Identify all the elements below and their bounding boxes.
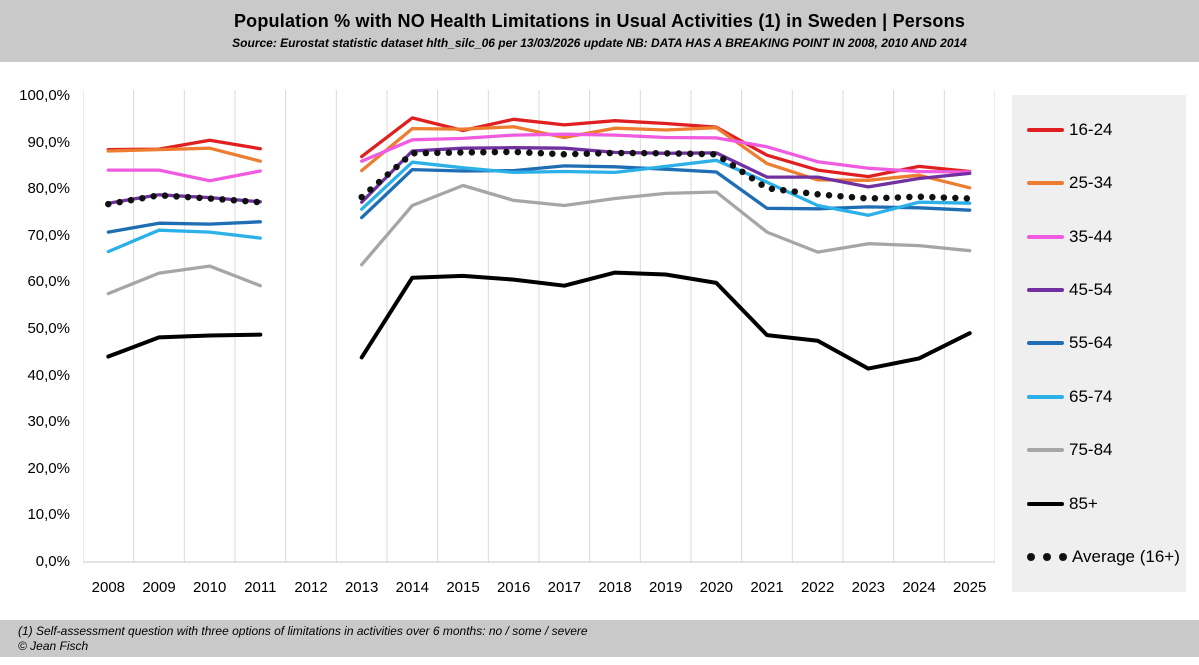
x-tick-label: 2014 <box>395 579 430 596</box>
x-tick-label: 2022 <box>800 579 835 596</box>
x-tick-label: 2020 <box>699 579 734 596</box>
y-tick-label: 70,0% <box>27 226 70 244</box>
legend-line-swatch <box>1027 127 1064 132</box>
y-tick-label: 0,0% <box>35 553 70 570</box>
series-line-85+ <box>359 270 972 371</box>
legend-item-label: 55-64 <box>1069 333 1113 353</box>
legend-line-swatch <box>1027 394 1064 399</box>
series-line-85+ <box>106 332 263 359</box>
y-tick-label: 50,0% <box>27 320 70 337</box>
x-tick-label: 2025 <box>952 579 987 596</box>
gridlines <box>83 90 995 562</box>
x-tick-label: 2010 <box>192 579 227 596</box>
series-line-25-34 <box>106 146 262 163</box>
series-line-25-34 <box>360 125 972 190</box>
y-tick-label: 60,0% <box>27 273 70 291</box>
legend-item-25-34: 25-34 <box>1012 173 1186 193</box>
series-line-average-16+- <box>358 148 973 202</box>
series-line-75-84 <box>106 264 262 296</box>
x-tick-label: 2021 <box>750 579 784 596</box>
footer-banner: (1) Self-assessment question with three … <box>0 620 1199 657</box>
legend-item-label: 85+ <box>1069 493 1098 513</box>
legend-item-average-16+-: Average (16+) <box>1012 547 1186 567</box>
x-tick-label: 2008 <box>91 579 126 596</box>
page-title: Population % with NO Health Limitations … <box>233 11 966 31</box>
x-tick-label: 2024 <box>902 579 936 596</box>
legend-item-label: 35-44 <box>1069 226 1113 246</box>
legend-item-label: 65-74 <box>1069 386 1113 406</box>
x-tick-label: 2012 <box>294 579 328 596</box>
series-line-average-16+- <box>105 192 264 208</box>
x-tick-label: 2018 <box>598 579 632 596</box>
x-tick-label: 2023 <box>851 579 886 596</box>
series-line-55-64 <box>106 220 262 234</box>
legend-line-swatch <box>1027 288 1064 293</box>
x-tick-label: 2016 <box>496 579 531 596</box>
legend-item-label: 25-34 <box>1069 173 1113 193</box>
legend-item-85+: 85+ <box>1012 494 1186 514</box>
legend-item-45-54: 45-54 <box>1012 280 1186 300</box>
x-tick-label: 2017 <box>547 579 582 596</box>
series-line-65-74 <box>106 228 262 254</box>
x-tick-label: 2011 <box>244 579 277 596</box>
legend: 16-24 25-34 35-44 45-54 55-64 65-74 75-84 85+ Av… <box>1012 95 1186 592</box>
series-line-35-44 <box>106 168 262 183</box>
legend-line-swatch <box>1027 448 1064 453</box>
legend-item-label: 45-54 <box>1069 280 1113 300</box>
credit: © Jean Fisch <box>18 639 89 653</box>
y-tick-label: 100,0% <box>19 87 70 104</box>
legend-item-label: 16-24 <box>1069 119 1113 139</box>
legend-line-swatch <box>1027 181 1064 186</box>
legend-dotted-swatch <box>1027 553 1067 562</box>
x-tick-label: 2019 <box>648 579 683 596</box>
legend-item-75-84: 75-84 <box>1012 440 1186 460</box>
legend-item-label: Average (16+) <box>1072 547 1180 567</box>
legend-item-35-44: 35-44 <box>1012 227 1186 247</box>
legend-line-swatch <box>1027 234 1064 239</box>
y-tick-label: 90,0% <box>27 133 70 151</box>
y-tick-label: 20,0% <box>27 459 70 477</box>
title-banner: Population % with NO Health Limitations … <box>0 0 1199 62</box>
x-tick-label: 2015 <box>446 579 480 596</box>
y-tick-label: 30,0% <box>27 413 70 431</box>
legend-item-55-64: 55-64 <box>1012 333 1186 353</box>
x-tick-label: 2013 <box>344 579 379 596</box>
y-tick-label: 40,0% <box>27 366 70 384</box>
series-line-55-64 <box>360 164 972 220</box>
legend-item-label: 75-84 <box>1069 440 1113 460</box>
x-tick-label: 2009 <box>142 579 176 596</box>
legend-item-16-24: 16-24 <box>1012 120 1186 140</box>
legend-line-swatch <box>1027 501 1064 506</box>
series-line-75-84 <box>360 183 972 267</box>
legend-line-swatch <box>1027 341 1064 346</box>
footnote: (1) Self-assessment question with three … <box>18 624 588 638</box>
y-tick-label: 80,0% <box>27 180 70 198</box>
y-tick-label: 10,0% <box>27 506 70 524</box>
page-subtitle: Source: Eurostat statistic dataset hlth_… <box>232 36 967 50</box>
chart-area: 100,0% 90,0% 80,0% 70,0% 60,0% 50,0% 40,0% 30,0… <box>0 62 1199 620</box>
series-line-65-74 <box>360 158 972 217</box>
line-chart-svg <box>83 90 995 563</box>
legend-item-65-74: 65-74 <box>1012 387 1186 407</box>
series-line-35-44 <box>360 132 972 174</box>
